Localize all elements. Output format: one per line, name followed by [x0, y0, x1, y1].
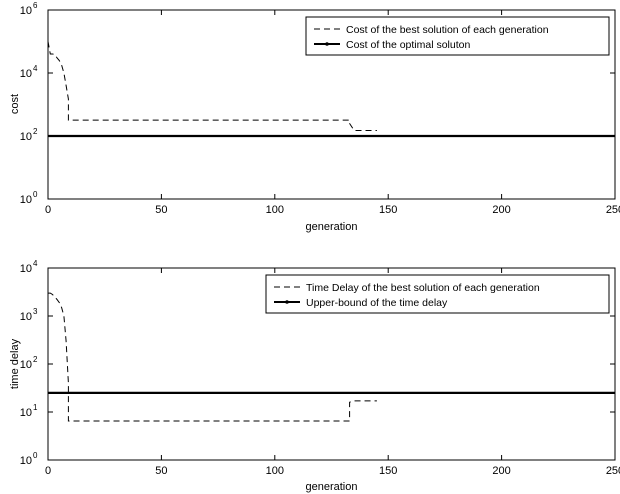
- legend-box: [305, 16, 610, 56]
- y-tick-exponent: 0: [33, 190, 38, 199]
- x-axis-label: generation: [306, 221, 358, 233]
- x-tick-label: 200: [492, 204, 510, 216]
- legend-entry: Cost of the best solution of each genera…: [346, 24, 549, 36]
- x-tick-label: 100: [266, 465, 284, 477]
- y-tick-label: 10: [20, 455, 32, 467]
- plot-frame: [47, 9, 616, 200]
- y-tick-label: 10: [20, 68, 32, 80]
- x-tick-label: 150: [379, 204, 397, 216]
- y-axis-label: time delay: [9, 338, 21, 389]
- y-tick-exponent: 3: [33, 307, 38, 316]
- legend-entry: Time Delay of the best solution of each …: [306, 282, 540, 294]
- y-tick-label: 10: [20, 311, 32, 323]
- series-line-best: [47, 41, 377, 131]
- y-tick-label: 10: [20, 194, 32, 206]
- y-tick-exponent: 1: [33, 403, 38, 412]
- chart-2: 050100150200250100101102103104generation…: [9, 259, 620, 493]
- x-tick-label: 150: [379, 465, 397, 477]
- y-tick-exponent: 0: [33, 451, 38, 460]
- y-tick-label: 10: [20, 407, 32, 419]
- legend-entry: Upper-bound of the time delay: [306, 297, 448, 309]
- x-tick-label: 50: [155, 465, 167, 477]
- legend-marker: [325, 42, 329, 46]
- x-tick-label: 50: [155, 204, 167, 216]
- y-tick-exponent: 2: [33, 127, 38, 136]
- x-tick-label: 250: [606, 204, 620, 216]
- y-tick-label: 10: [20, 5, 32, 17]
- legend: Time Delay of the best solution of each …: [265, 274, 610, 314]
- x-tick-label: 0: [45, 465, 51, 477]
- chart-1: 050100150200250100102104106generationcos…: [9, 1, 620, 233]
- y-axis-label: cost: [9, 94, 21, 114]
- x-tick-label: 250: [606, 465, 620, 477]
- y-tick-label: 10: [20, 359, 32, 371]
- legend-entry: Cost of the optimal soluton: [346, 39, 470, 51]
- y-tick-exponent: 6: [33, 1, 38, 10]
- legend-marker: [285, 300, 289, 304]
- x-axis-label: generation: [306, 481, 358, 493]
- y-tick-exponent: 4: [33, 259, 38, 268]
- x-tick-label: 200: [492, 465, 510, 477]
- legend-box: [265, 274, 610, 314]
- y-tick-label: 10: [20, 263, 32, 275]
- x-tick-label: 100: [266, 204, 284, 216]
- y-tick-label: 10: [20, 131, 32, 143]
- legend: Cost of the best solution of each genera…: [305, 16, 610, 56]
- y-tick-exponent: 4: [33, 64, 38, 73]
- series-line-best: [48, 292, 377, 422]
- y-tick-exponent: 2: [33, 355, 38, 364]
- x-tick-label: 0: [45, 204, 51, 216]
